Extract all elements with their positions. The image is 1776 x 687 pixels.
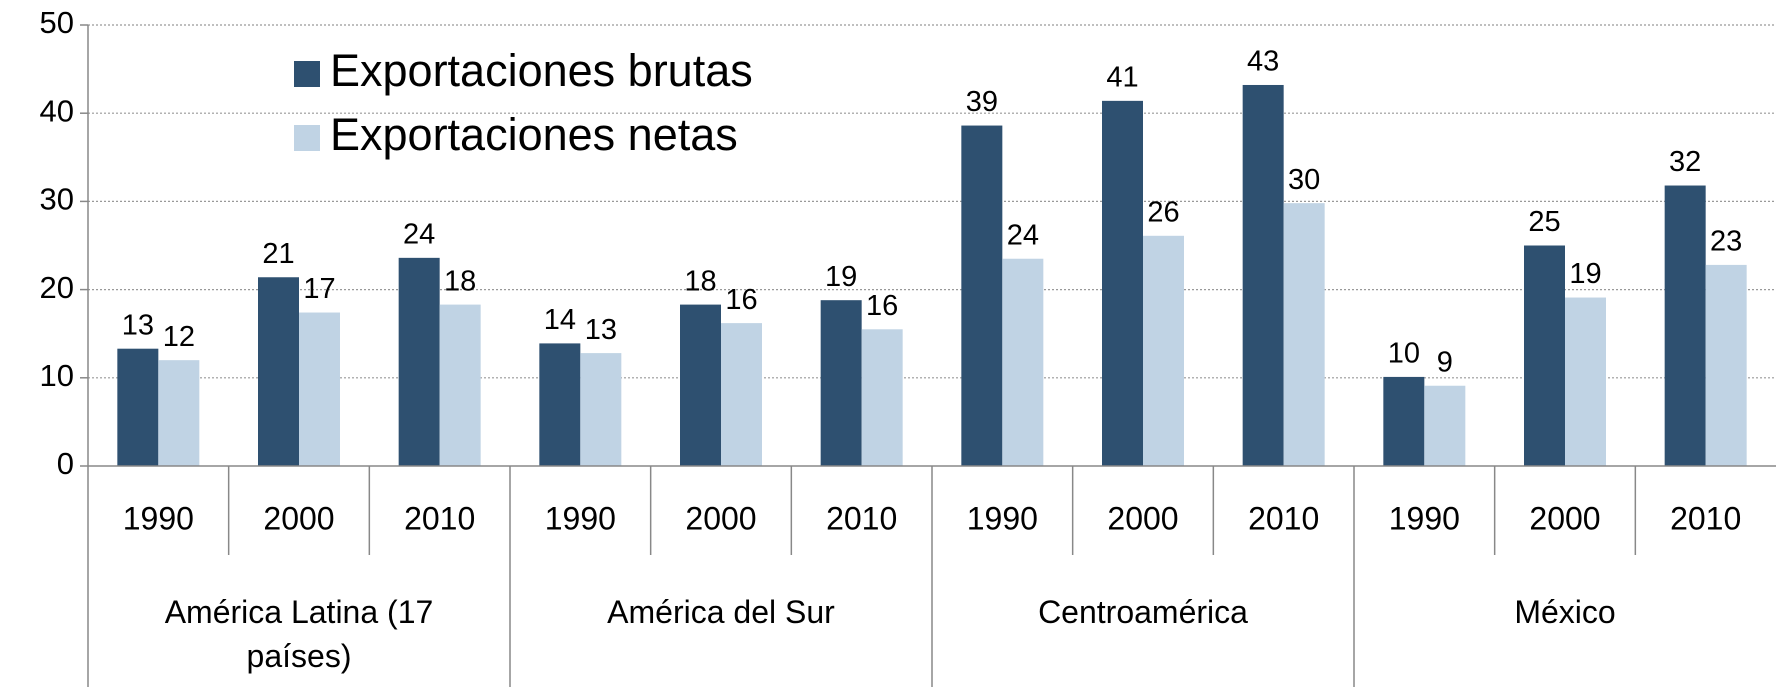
bar [1705, 264, 1747, 466]
bar [721, 323, 762, 466]
bar [580, 353, 622, 466]
bar [1565, 297, 1606, 466]
data-label: 17 [303, 273, 335, 305]
data-label: 18 [444, 265, 476, 297]
bar [1383, 376, 1425, 466]
bar [1424, 385, 1466, 466]
bar [861, 329, 903, 466]
y-tick-label: 20 [40, 270, 74, 305]
data-label: 24 [403, 219, 435, 251]
data-label: 19 [825, 261, 857, 293]
x-tick-label: 2000 [263, 500, 334, 536]
data-label: 18 [684, 265, 716, 297]
bar [398, 257, 440, 466]
x-tick-label: 1990 [967, 500, 1038, 536]
data-label: 24 [1007, 219, 1039, 251]
bar [117, 348, 159, 466]
y-tick-label: 30 [40, 182, 74, 217]
bar [820, 300, 862, 466]
data-label: 41 [1106, 62, 1138, 94]
data-label: 43 [1247, 46, 1279, 78]
bar [439, 304, 481, 466]
data-label: 13 [122, 309, 154, 341]
data-label: 9 [1437, 346, 1453, 378]
data-label: 32 [1669, 146, 1701, 178]
y-tick-label: 50 [40, 5, 74, 40]
data-label: 23 [1710, 226, 1742, 258]
x-tick-label: 2010 [826, 500, 897, 536]
legend-label: Exportaciones netas [330, 109, 738, 160]
data-label: 25 [1528, 206, 1560, 238]
bar [1002, 258, 1044, 466]
group-label: Centroamérica [1038, 594, 1248, 630]
x-tick-label: 2000 [1107, 500, 1178, 536]
x-tick-label: 2010 [1670, 500, 1741, 536]
legend-swatch [294, 125, 320, 151]
legend-swatch [294, 61, 320, 87]
bar [158, 360, 200, 466]
y-tick-label: 40 [40, 93, 74, 128]
x-tick-label: 2000 [1529, 500, 1600, 536]
bar [680, 304, 721, 466]
data-label: 13 [585, 314, 617, 346]
bar [1283, 203, 1325, 466]
data-label: 30 [1288, 164, 1320, 196]
group-label: América Latina (17 países) [164, 594, 434, 674]
y-tick-label: 10 [40, 358, 74, 393]
bar [1524, 245, 1565, 466]
y-tick-label: 0 [57, 446, 74, 481]
bar [1242, 84, 1284, 466]
data-label: 10 [1388, 338, 1420, 370]
bar [299, 312, 340, 466]
bar [961, 125, 1003, 466]
data-label: 19 [1569, 258, 1601, 290]
group-label: México [1514, 594, 1616, 630]
bar [1143, 235, 1184, 466]
data-label: 14 [544, 304, 576, 336]
data-label: 39 [966, 86, 998, 118]
data-label: 12 [163, 321, 195, 353]
group-label: América del Sur [607, 594, 835, 630]
x-tick-label: 1990 [545, 500, 616, 536]
bar [1664, 185, 1706, 467]
x-tick-label: 1990 [1389, 500, 1460, 536]
x-tick-label: 2010 [1248, 500, 1319, 536]
bar [258, 277, 299, 466]
data-label: 26 [1147, 196, 1179, 228]
x-tick-label: 2000 [685, 500, 756, 536]
data-label: 21 [262, 238, 294, 270]
bar [1102, 100, 1143, 467]
x-tick-label: 2010 [404, 500, 475, 536]
legend-label: Exportaciones brutas [330, 45, 753, 96]
x-tick-label: 1990 [123, 500, 194, 536]
data-label: 16 [866, 290, 898, 322]
bar [539, 343, 581, 466]
data-label: 16 [725, 284, 757, 316]
